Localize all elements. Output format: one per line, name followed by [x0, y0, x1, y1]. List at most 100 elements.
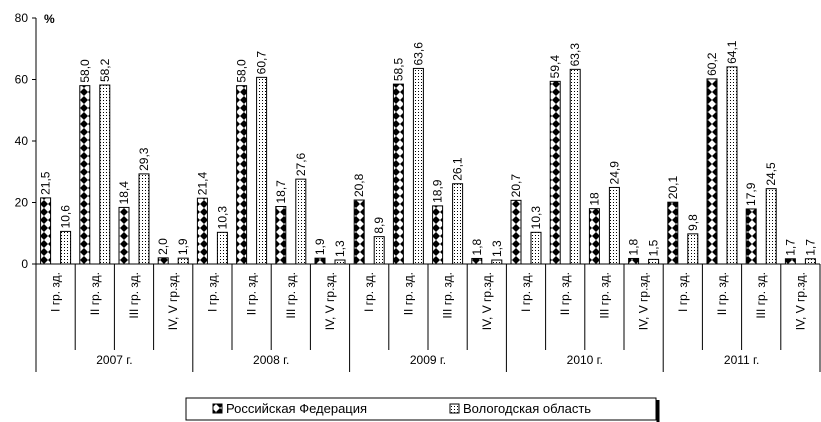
- data-label: 18,9: [431, 179, 445, 203]
- x-axis: I гр. зд. II гр. зд. III гр. зд. IV, V гр.з…: [35, 263, 821, 372]
- bar-russia: [314, 257, 326, 265]
- year-label: 2010 г.: [567, 353, 603, 367]
- legend: Российская Федерация Вологодская область: [185, 397, 660, 422]
- data-label: 1,3: [490, 240, 504, 257]
- bar-vologda: [99, 84, 111, 265]
- bars: [40, 66, 816, 265]
- y-axis-label: %: [44, 12, 55, 26]
- bar-russia: [549, 80, 561, 265]
- data-label: 63,3: [568, 43, 582, 67]
- bar-vologda: [256, 76, 268, 265]
- bar-vologda: [295, 178, 307, 265]
- data-label: 10,6: [59, 205, 73, 229]
- category-label: I гр. зд.: [519, 272, 533, 312]
- bar-vologda: [452, 183, 464, 265]
- data-label: 1,7: [803, 239, 817, 256]
- category-label: IV, V гр.зд.: [480, 272, 494, 330]
- y-tick-label: 60: [15, 73, 29, 87]
- bar-russia: [236, 85, 248, 265]
- value-labels: 21,5 10,6 58,0 58,2 18,4 29,3 2,0 1,9 21,4 10,3 58…: [39, 40, 818, 257]
- bar-russia: [196, 197, 208, 265]
- y-tick-label: 20: [15, 196, 29, 210]
- bar-russia: [392, 83, 404, 265]
- data-label: 1,3: [333, 240, 347, 257]
- bar-russia: [471, 257, 483, 265]
- data-label: 21,4: [195, 172, 209, 196]
- bar-russia: [588, 208, 600, 265]
- category-label: II гр. зд.: [715, 272, 729, 315]
- data-label: 1,9: [313, 238, 327, 255]
- category-label: III гр. зд.: [441, 272, 455, 319]
- data-label: 58,2: [98, 58, 112, 82]
- bar-russia: [275, 205, 287, 265]
- bar-vologda: [138, 173, 150, 265]
- data-label: 8,9: [372, 217, 386, 234]
- category-label: II гр. зд.: [88, 272, 102, 315]
- bar-russia: [784, 258, 796, 265]
- bar-vologda: [569, 68, 581, 265]
- data-label: 1,5: [647, 239, 661, 256]
- bar-russia: [745, 208, 757, 265]
- data-label: 64,1: [725, 40, 739, 64]
- data-label: 21,5: [39, 171, 53, 195]
- category-label: I гр. зд.: [362, 272, 376, 312]
- legend-label-vologda: Вологодская область: [463, 401, 591, 416]
- data-label: 20,7: [509, 174, 523, 198]
- data-label: 29,3: [137, 147, 151, 171]
- bar-vologda: [216, 231, 228, 265]
- bar-vologda: [765, 188, 777, 265]
- bar-vologda: [412, 67, 424, 265]
- year-label: 2009 г.: [410, 353, 446, 367]
- data-label: 58,0: [78, 59, 92, 83]
- data-label: 20,8: [352, 173, 366, 197]
- category-label: IV, V гр.зд.: [323, 272, 337, 330]
- data-label: 24,5: [764, 162, 778, 186]
- year-label: 2011 г.: [724, 353, 759, 367]
- bar-vologda: [608, 186, 620, 265]
- data-label: 26,1: [451, 157, 465, 181]
- bar-russia: [79, 85, 91, 265]
- data-label: 59,4: [548, 55, 562, 79]
- data-label: 24,9: [607, 161, 621, 185]
- category-label: IV, V гр.зд.: [637, 272, 651, 330]
- data-label: 1,8: [470, 238, 484, 255]
- data-label: 10,3: [215, 206, 229, 230]
- data-label: 1,9: [176, 238, 190, 255]
- bar-vologda: [373, 236, 385, 265]
- bar-vologda: [530, 231, 542, 265]
- category-label: III гр. зд.: [754, 272, 768, 319]
- legend-label-russia: Российская Федерация: [226, 401, 367, 416]
- data-label: 1,8: [627, 238, 641, 255]
- bar-vologda: [491, 259, 503, 265]
- bar-vologda: [334, 259, 346, 265]
- data-label: 2,0: [156, 238, 170, 255]
- bar-russia: [432, 205, 444, 265]
- legend-swatch-vologda: [449, 403, 460, 414]
- category-label: I гр. зд.: [205, 272, 219, 312]
- data-label: 9,8: [686, 214, 700, 231]
- bar-russia: [667, 201, 679, 265]
- y-tick-label: 0: [21, 257, 28, 271]
- category-label: II гр. зд.: [245, 272, 259, 315]
- bar-vologda: [804, 258, 816, 265]
- data-label: 1,7: [783, 239, 797, 256]
- bar-russia: [510, 199, 522, 265]
- data-label: 58,0: [235, 59, 249, 83]
- category-label: IV, V гр.зд.: [793, 272, 807, 330]
- y-tick-label: 80: [15, 11, 29, 25]
- category-label: III гр. зд.: [597, 272, 611, 319]
- bar-vologda: [177, 257, 189, 265]
- y-axis: 0 20 40 60 80%: [15, 11, 55, 271]
- data-label: 10,3: [529, 206, 543, 230]
- year-label: 2008 г.: [253, 353, 289, 367]
- category-label: III гр. зд.: [284, 272, 298, 319]
- data-label: 20,1: [666, 176, 680, 200]
- data-label: 18: [587, 192, 601, 206]
- bar-russia: [40, 197, 52, 265]
- bar-vologda: [687, 233, 699, 265]
- bar-vologda: [648, 258, 660, 265]
- bar-russia: [628, 257, 640, 265]
- bar-russia: [353, 199, 365, 265]
- data-label: 60,2: [705, 52, 719, 76]
